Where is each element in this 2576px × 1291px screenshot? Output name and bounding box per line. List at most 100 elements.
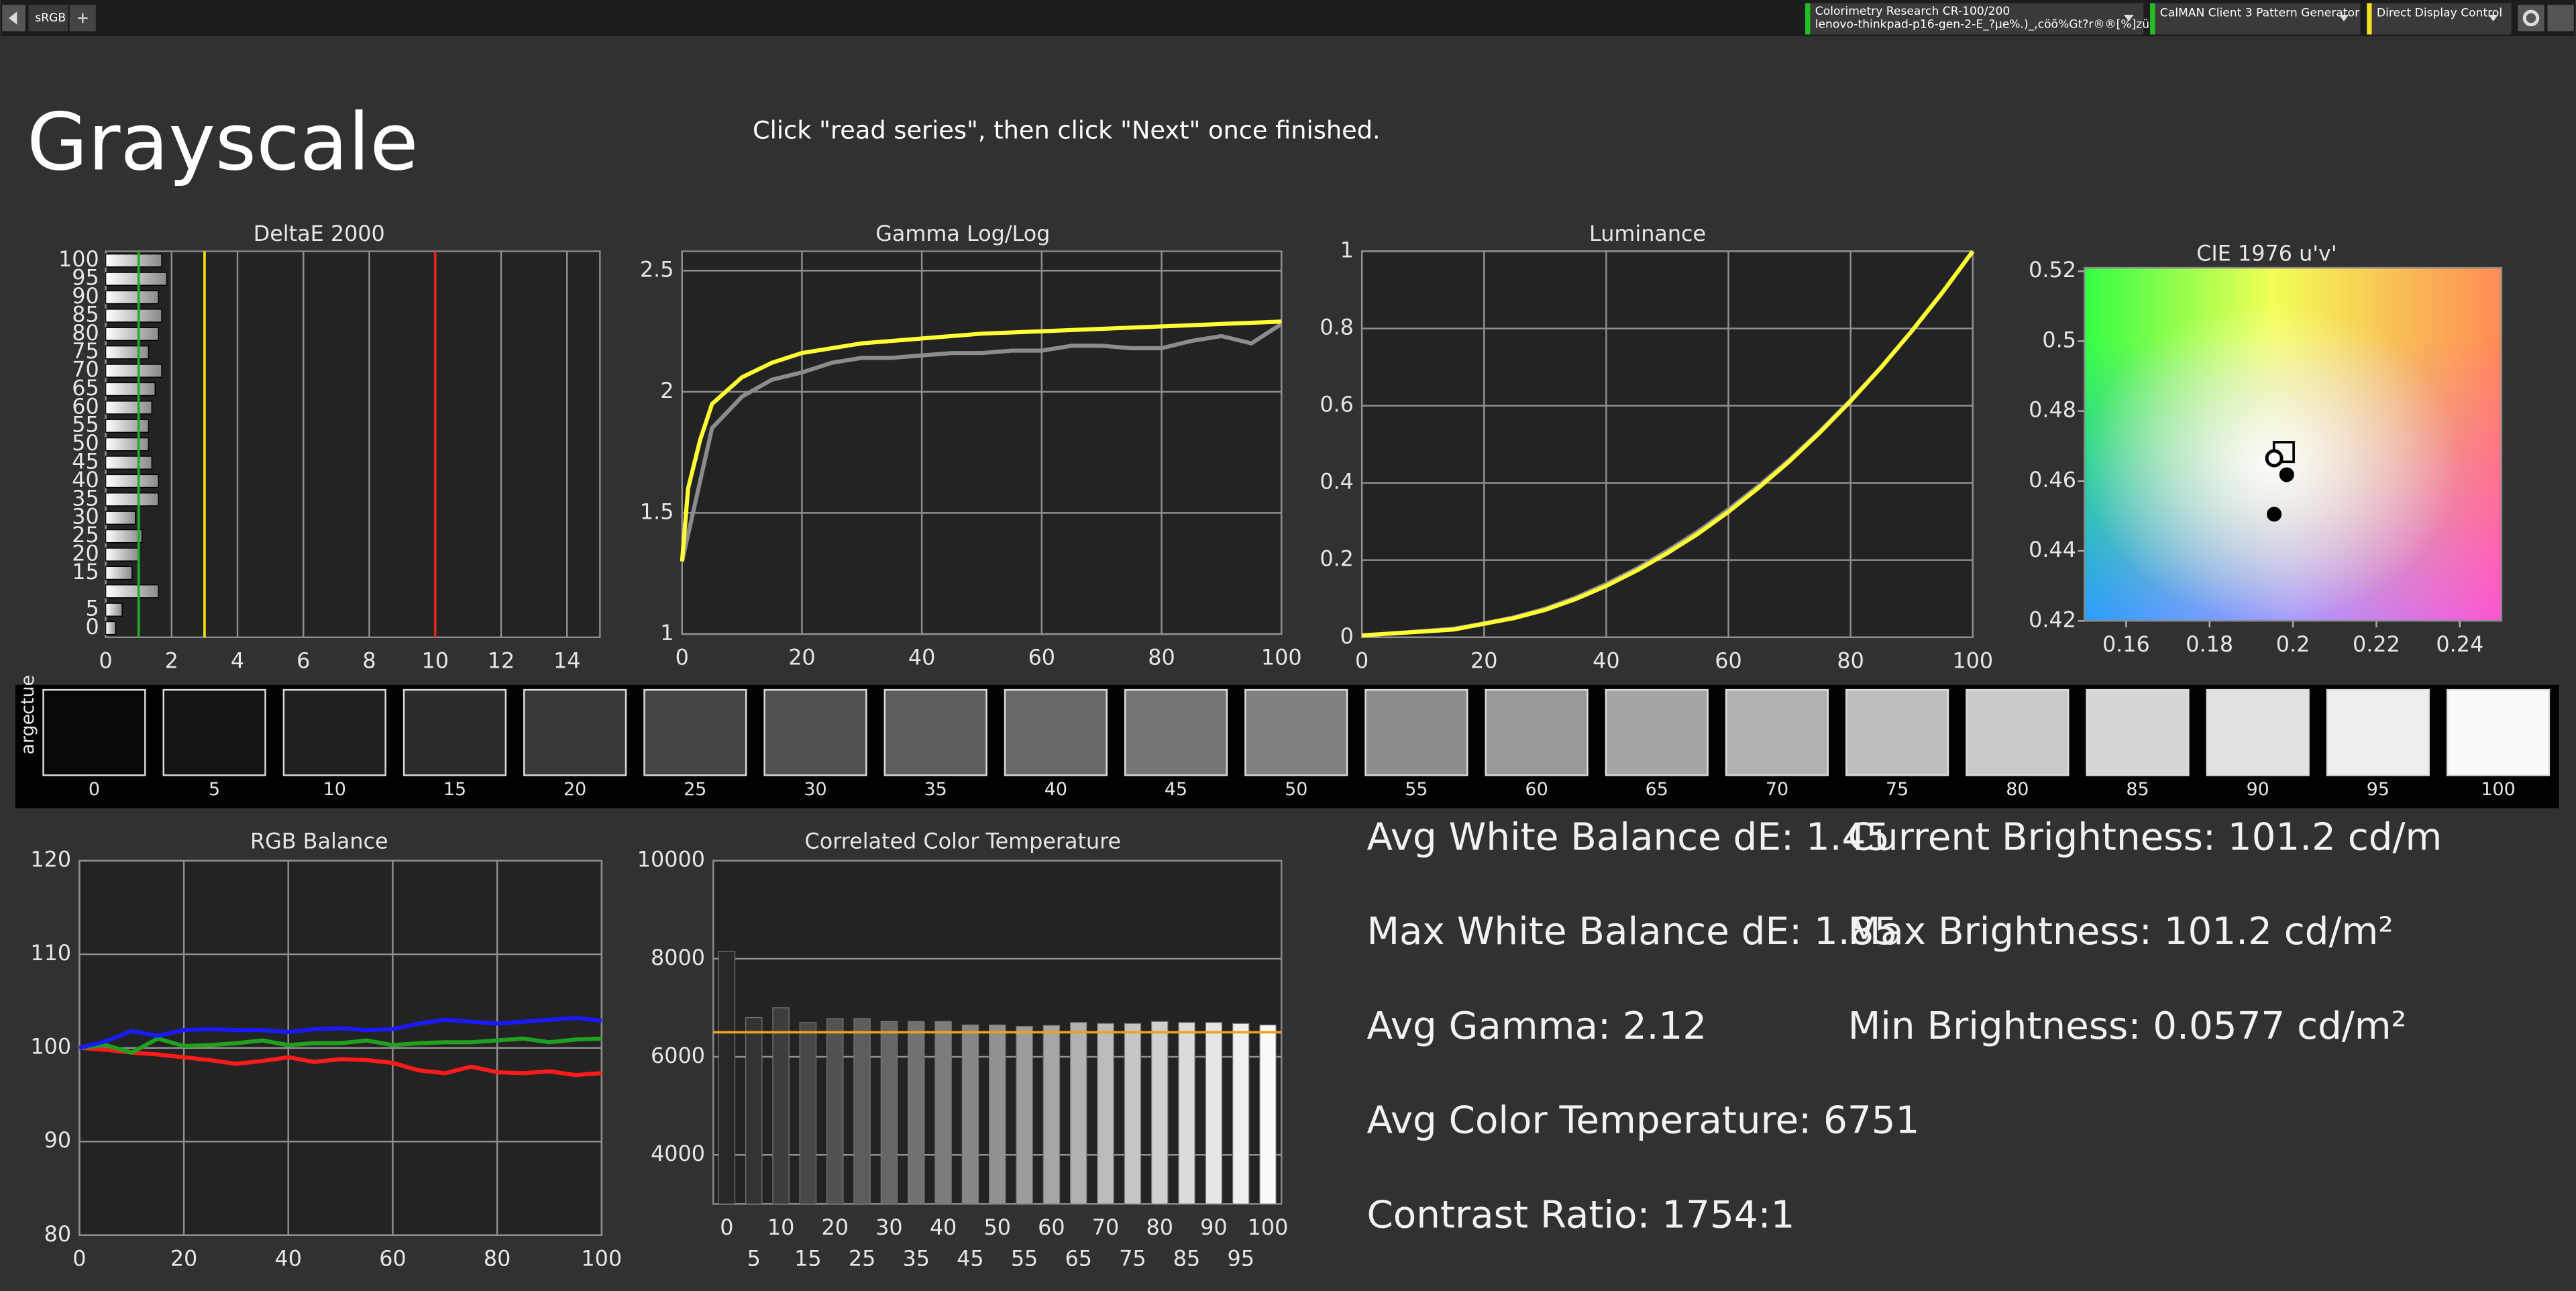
y-tick-label: 70 [72,357,99,382]
x-tick-label: 45 [957,1245,983,1271]
bar [908,1021,925,1204]
dropdown-icon [2123,15,2134,21]
bar [934,1021,952,1204]
swatch-label: 40 [1044,779,1067,800]
settings-icon [2522,9,2540,27]
swatch-label: 0 [89,779,100,800]
y-tick-label: 95 [72,265,99,291]
swatch-side-label: arge [17,714,38,755]
y-tick-label: 8000 [651,945,705,970]
stat: Max Brightness: 101.2 cd/m² [1848,910,2394,953]
y-tick-label: 35 [72,485,99,511]
swatch-label: 45 [1165,779,1187,800]
y-tick-label: 4000 [651,1141,705,1166]
chart-title: Luminance [1589,221,1706,246]
bar [105,474,159,488]
x-tick-label: 4 [231,648,244,673]
x-tick-label: 20 [788,645,815,670]
swatch [1485,688,1589,776]
x-tick-label: 0 [1355,648,1368,673]
swatch [2446,688,2551,776]
x-tick-label: 12 [488,648,515,673]
y-tick-label: 85 [72,301,99,327]
y-tick-label: 0.52 [2029,257,2076,282]
display-select[interactable] [2367,3,2512,35]
y-tick-label: 80 [44,1221,71,1247]
bar [718,951,736,1204]
pattern-select[interactable] [2150,3,2361,35]
y-tick-label: 10000 [637,847,705,872]
swatch [883,688,987,776]
close-button[interactable] [2547,5,2574,32]
y-tick-label: 0.4 [1320,469,1354,495]
swatch-label: 95 [2367,779,2390,800]
stat: Avg White Balance dE: 1.45 [1366,815,1890,859]
bar [105,364,162,378]
x-tick-label: 20 [822,1215,849,1240]
series-line [680,322,1283,562]
y-tick-label: 100 [58,246,99,272]
swatch-label: 60 [1525,779,1548,800]
display-label: Direct Display Control [2377,7,2502,20]
bar [853,1018,871,1204]
y-tick-label: 0 [86,614,99,639]
page-title: Grayscale [27,97,419,189]
x-tick-label: 10 [422,648,449,673]
x-tick-label: 100 [581,1245,622,1271]
tab[interactable] [28,5,68,32]
chart-title: CIE 1976 u'v' [2196,240,2337,266]
x-tick-label: 100 [1261,645,1302,670]
x-tick-label: 40 [930,1215,957,1240]
x-tick-label: 80 [1148,645,1175,670]
meter-select[interactable] [1805,3,2144,35]
x-tick-label: 100 [1952,648,1993,673]
plot-area [105,250,601,638]
settings-button[interactable] [2518,5,2544,32]
x-tick-label: 40 [908,645,935,670]
x-tick-label: 35 [902,1245,929,1271]
y-tick-label: 90 [72,283,99,309]
swatch [1004,688,1108,776]
y-tick-label: 0.5 [2042,327,2076,352]
bar [989,1024,1006,1204]
stat: Max White Balance dE: 1.85 [1366,910,1898,953]
swatch-label: 50 [1285,779,1307,800]
bar [105,621,117,635]
y-tick-label: 1 [1340,238,1354,263]
display-status [2367,3,2372,35]
bar [105,603,123,617]
x-tick-label: 0 [99,648,112,673]
y-tick-label: 15 [72,559,99,584]
bar [1016,1026,1033,1204]
y-tick-label: 1 [660,620,674,646]
x-tick-label: 15 [794,1245,821,1271]
swatch [402,688,507,776]
x-tick-label: 100 [1248,1215,1289,1240]
x-tick-label: 2 [165,648,178,673]
x-tick-label: 55 [1011,1245,1038,1271]
series-line [680,319,1282,562]
x-tick-label: 75 [1119,1245,1146,1271]
pattern-status [2150,3,2155,35]
x-tick-label: 80 [1146,1215,1173,1240]
swatch [1364,688,1468,776]
bar [105,345,150,360]
swatch-label: 65 [1646,779,1668,800]
dropdown-icon [2488,15,2499,21]
y-tick-label: 65 [72,375,99,401]
y-tick-label: 40 [72,467,99,493]
y-tick-label: 100 [30,1034,71,1060]
bar [105,327,159,342]
meter-status [1805,3,1811,35]
x-tick-label: 60 [1715,648,1741,673]
stat: Current Brightness: 101.2 cd/m [1848,815,2443,859]
y-tick-label: 0.48 [2029,397,2076,423]
y-tick-label: 0 [1340,623,1354,649]
swatch [763,688,867,776]
swatch [1605,688,1709,776]
x-tick-label: 20 [1470,648,1497,673]
y-tick-label: 120 [30,847,71,872]
chart-title: RGB Balance [250,829,388,854]
bar [105,492,159,507]
